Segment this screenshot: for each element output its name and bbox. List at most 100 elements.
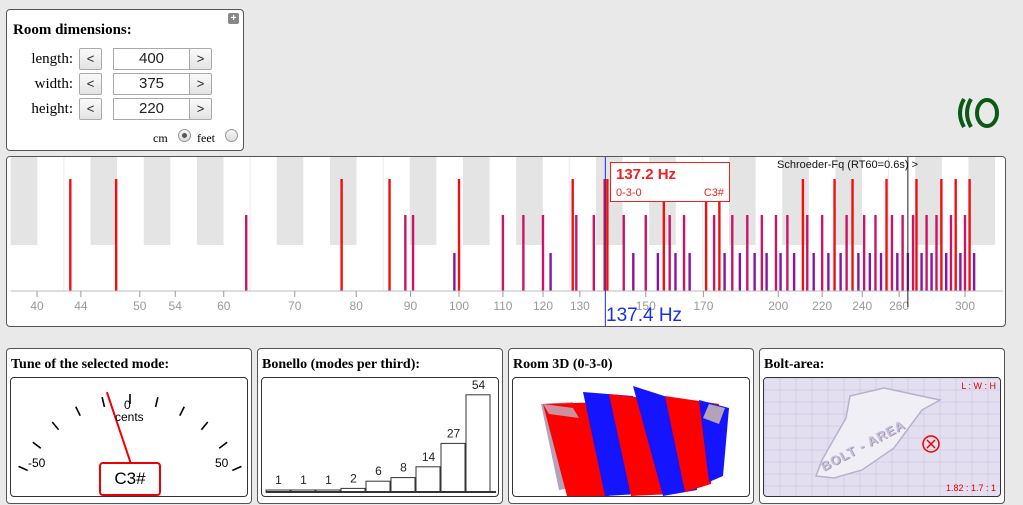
width-row: width: < 375 > (7, 73, 245, 97)
height-label: height: (31, 101, 73, 117)
mode-line (738, 253, 742, 291)
mode-line (839, 253, 842, 291)
ratio-header: L : W : H (961, 381, 996, 391)
unit-feet-radio[interactable] (225, 129, 238, 142)
room-ratio-marker-icon (922, 435, 940, 453)
mode-line (404, 215, 407, 291)
axis-tick-label: 60 (217, 299, 231, 313)
mode-line (845, 215, 848, 291)
unit-feet-label: feet (197, 131, 215, 145)
tooltip-frequency: 137.2 Hz (616, 166, 677, 183)
mode-line (959, 253, 962, 291)
mode-line (644, 215, 647, 291)
mode-line (944, 253, 948, 291)
room-dimensions-panel: Room dimensions: + length: < 400 > width… (6, 9, 244, 151)
mode-line (920, 253, 923, 291)
tune-panel: Tune of the selected mode: 0 cents -50 5… (6, 348, 252, 504)
bonello-value: 8 (400, 461, 407, 475)
mode-line (935, 215, 938, 291)
bonello-value: 6 (375, 464, 382, 478)
mode-line (453, 253, 456, 291)
mode-line (712, 215, 716, 291)
mode-line (820, 215, 824, 291)
mode-spectrum-panel[interactable]: 40 44 50 54 60 70 80 90 100 110 120 130 150 170 200 220… (6, 156, 1006, 327)
room-3d-panel: Room 3D (0-3-0) (508, 348, 754, 504)
mode-line (622, 215, 625, 291)
meter-tick (75, 406, 81, 417)
bolt-area-grid (764, 378, 1000, 496)
axis-tick-label: 150 (636, 299, 656, 313)
mode-line (812, 253, 815, 291)
mode-line (806, 215, 809, 291)
length-increase-button[interactable]: > (189, 48, 212, 70)
meter-tick (101, 397, 106, 408)
expand-plus-icon[interactable]: + (228, 13, 239, 24)
mode-line (901, 215, 904, 291)
bonello-bar (465, 394, 491, 493)
axis-tick-label: 300 (955, 299, 975, 313)
mode-line (674, 253, 677, 291)
mode-line (765, 253, 768, 291)
height-row: height: < 220 > (7, 98, 245, 122)
mode-line (522, 215, 525, 291)
height-decrease-button[interactable]: < (79, 98, 102, 120)
length-label: length: (31, 51, 73, 67)
tooltip-mode: 0-3-0 (616, 187, 642, 199)
mode-line (949, 215, 953, 291)
length-decrease-button[interactable]: < (79, 48, 102, 70)
mode-line (457, 179, 461, 291)
meter-plus-label: 50 (215, 456, 229, 470)
axis-tick-label: 120 (533, 299, 553, 313)
bonello-panel: Bonello (modes per third): 1 1 1 2 6 8 14 27 54 (257, 348, 503, 504)
bonello-bars: 1 1 1 2 6 8 14 27 54 (265, 378, 496, 493)
bolt-area-panel: Bolt-area: L : W : H 1.82 : 1.7 : 1 BOLT… (759, 348, 1005, 504)
width-input[interactable]: 375 (113, 73, 190, 95)
mode-line (862, 215, 866, 291)
height-input[interactable]: 220 (113, 98, 190, 120)
mode-line (662, 179, 666, 291)
mode-line (606, 179, 609, 291)
mode-line (753, 253, 756, 291)
width-increase-button[interactable]: > (189, 73, 212, 95)
mode-line (874, 215, 877, 291)
mode-line (915, 179, 918, 291)
axis-tick-label: 240 (852, 299, 872, 313)
mode-line (718, 179, 721, 291)
mode-line (603, 179, 606, 291)
axis-tick-label: 100 (449, 299, 469, 313)
height-increase-button[interactable]: > (189, 98, 212, 120)
tuning-meter: 0 cents -50 50 C3# (10, 377, 248, 497)
mode-line (940, 179, 943, 291)
mode-spectrum-chart[interactable]: 40 44 50 54 60 70 80 90 100 110 120 130 150 170 200 220… (7, 157, 1006, 327)
mode-line (731, 215, 734, 291)
mode-line (541, 215, 545, 291)
unit-cm-radio[interactable] (178, 129, 191, 142)
mode-line (911, 215, 915, 291)
mode-line (69, 179, 72, 291)
bolt-area-chart: L : W : H 1.82 : 1.7 : 1 BOLT - AREA (763, 377, 1001, 497)
bonello-bar (365, 480, 391, 493)
mode-line (930, 253, 933, 291)
mode-line (963, 215, 967, 291)
room-3d-view[interactable] (512, 377, 750, 497)
mode-line (896, 253, 899, 291)
bonello-value: 27 (447, 426, 461, 440)
axis-tick-label: 130 (570, 299, 590, 313)
meter-minus-label: -50 (28, 456, 46, 470)
mode-line (656, 253, 660, 291)
mode-line (774, 215, 778, 291)
mode-line (245, 215, 248, 291)
axis-tick-label: 170 (693, 299, 713, 313)
meter-tick (32, 441, 42, 449)
bonello-value: 2 (350, 471, 357, 485)
cursor-frequency-readout: 137.4 Hz (606, 305, 683, 326)
length-input[interactable]: 400 (113, 48, 190, 70)
bonello-bar (390, 477, 416, 493)
bonello-chart: 1 1 1 2 6 8 14 27 54 (261, 377, 499, 497)
axis-tick-label: 70 (288, 299, 302, 313)
mode-line (688, 253, 691, 291)
room-3d-mode-shape[interactable] (513, 378, 750, 497)
bonello-value: 1 (325, 473, 332, 487)
width-decrease-button[interactable]: < (79, 73, 102, 95)
axis-tick-label: 80 (350, 299, 364, 313)
